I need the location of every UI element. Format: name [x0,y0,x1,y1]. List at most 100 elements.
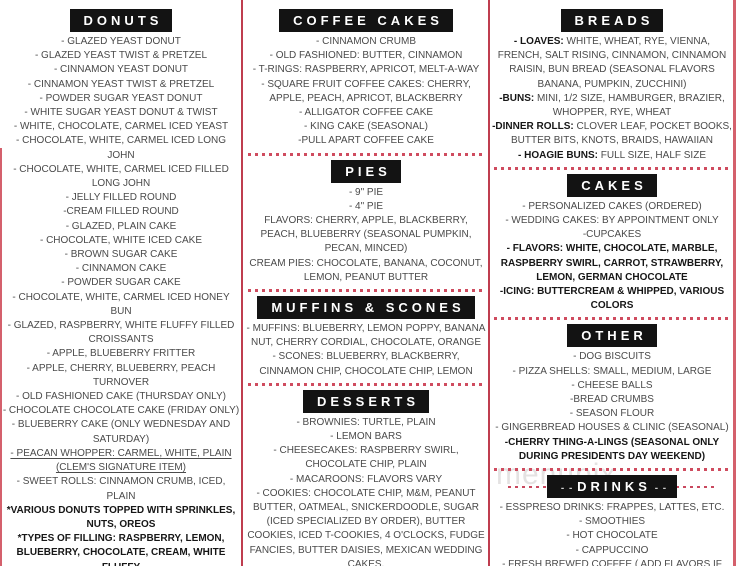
section-title: MUFFINS & SCONES [257,296,475,320]
menu-item: CREAM PIES: CHOCOLATE, BANANA, COCONUT, … [249,257,483,283]
section-donuts: DONUTS - GLAZED YEAST DONUT - GLAZED YEAST… [2,9,240,566]
menu-item: - HOAGIE BUNS: FULL SIZE, HALF SIZE [492,149,732,163]
menu-item: - SMOOTHIES [578,516,646,528]
section-header-row: PIES [246,159,486,183]
menu-item-text: FULL SIZE, HALF SIZE [598,149,706,161]
menu-column-right: BREADS - LOAVES: WHITE, WHEAT, RYE, VIENN… [492,0,732,566]
page-border-left [0,148,2,566]
menu-item: - PIZZA SHELLS: SMALL, MEDIUM, LARGE [512,365,712,377]
section-coffee-cakes: COFFEE CAKES - CINNAMON CRUMB - OLD FASHIO… [246,9,486,149]
menu-item: - POWDER SUGAR YEAST DONUT [39,92,203,104]
menu-item: FLAVORS: CHERRY, APPLE, BLACKBERRY, PEAC… [260,215,472,255]
menu-item: - BROWNIES: TURTLE, PLAIN [296,416,436,428]
section-title: CAKES [567,173,657,197]
menu-item: -BUNS: MINI, 1/2 SIZE, HAMBURGER, BRAZIE… [492,92,732,120]
section-header-row: DESSERTS [246,389,486,413]
menu-item: - KING CAKE (SEASONAL) [304,121,428,133]
section-title: DRINKS [546,475,678,499]
menu-item: - MUFFINS: BLUEBERRY, LEMON POPPY, BANAN… [246,323,486,349]
section-header-row: MUFFINS & SCONES [246,296,486,320]
menu-item: - CHEESECAKES: RASPBERRY SWIRL, CHOCOLAT… [273,445,459,471]
menu-item: - WHITE SUGAR YEAST DONUT & TWIST [24,107,218,119]
dashed-separator [248,152,484,156]
section-drinks: DRINKS - ESSPRESO DRINKS: FRAPPES, LATTES… [492,475,732,566]
menu-item: - CHOCOLATE, WHITE, CARMEL ICED LONG JOH… [15,135,227,161]
menu-item: - MACAROONS: FLAVORS VARY [289,473,443,485]
menu-item: - CINNAMON YEAST DONUT [53,64,189,76]
menu-item: -BREAD CRUMBS [570,394,654,406]
menu-item: - T-RINGS: RASPBERRY, APRICOT, MELT-A-WA… [252,64,480,76]
menu-item: - DOG BISCUITS [573,351,651,363]
section-title: DONUTS [69,9,173,32]
menu-item: - CHOCOLATE CHOCOLATE CAKE (FRIDAY ONLY) [2,405,240,417]
menu-item: *TYPES OF FILLING: RASPBERRY, LEMON, BLU… [16,533,226,566]
menu-item: - OLD FASHIONED CAKE (THURSDAY ONLY) [15,391,227,403]
menu-item-label: - HOAGIE BUNS: [518,149,598,161]
menu-item-label: - LOAVES: [513,36,564,47]
menu-item: - FLAVORS: WHITE, CHOCOLATE, MARBLE, RAS… [500,243,724,283]
menu-item: - POWDER SUGAR CAKE [61,277,181,289]
menu-item: - HOT CHOCOLATE [566,530,658,542]
menu-item: - FRESH BREWED COFFEE ( ADD FLAVORS IF W… [502,558,722,566]
dashed-separator [494,166,730,170]
page-border-right [733,0,736,566]
column-divider [241,0,243,566]
menu-item: -CREAM FILLED ROUND [63,206,179,218]
section-header-row: DONUTS [2,9,240,32]
section-pies: PIES - 9" PIE - 4" PIE FLAVORS: CHERRY, APP… [246,159,486,285]
section-title: PIES [331,159,401,183]
menu-item: - CINNAMON CAKE [75,263,167,275]
section-muffins-scones: MUFFINS & SCONES - MUFFINS: BLUEBERRY, LE… [246,296,486,379]
section-header-row: CAKES [492,173,732,197]
menu-item: - GLAZED YEAST DONUT [61,36,181,47]
menu-item: - WEDDING CAKES: BY APPOINTMENT ONLY [505,215,719,227]
menu-item: - GLAZED, PLAIN CAKE [65,220,177,232]
menu-column-middle: COFFEE CAKES - CINNAMON CRUMB - OLD FASHIO… [246,0,486,566]
menu-item: - PERSONALIZED CAKES (ORDERED) [522,200,702,212]
menu-item: - 4" PIE [348,200,384,212]
menu-item: -ICING: BUTTERCREAM & WHIPPED, VARIOUS C… [499,286,725,312]
column-divider [488,0,490,566]
menu-item: - SQUARE FRUIT COFFEE CAKES: CHERRY, APP… [261,78,471,104]
menu-item: - WHITE, CHOCOLATE, CARMEL ICED YEAST [13,121,229,133]
menu-item: - 9" PIE [348,186,384,198]
menu-item: - APPLE, BLUEBERRY FRITTER [46,348,196,360]
menu-item: -CUPCAKES [582,229,642,241]
section-title: OTHER [567,324,657,348]
menu-item-label: -BUNS: [499,92,535,104]
menu-item-text: WHITE, WHEAT, RYE, VIENNA, FRENCH, SALT … [497,36,727,90]
menu-item: - GLAZED YEAST TWIST & PRETZEL [34,50,208,62]
dashed-separator [494,468,730,472]
section-desserts: DESSERTS - BROWNIES: TURTLE, PLAIN - LEMON… [246,389,486,566]
menu-item: - APPLE, CHERRY, BLUEBERRY, PEACH TURNOV… [26,362,216,388]
menu-item: -DINNER ROLLS: CLOVER LEAF, POCKET BOOKS… [492,120,732,148]
section-title: DESSERTS [302,389,430,413]
section-header-row: OTHER [492,324,732,348]
section-title: COFFEE CAKES [279,9,453,32]
dashed-separator [248,289,484,293]
section-title: BREADS [560,9,664,32]
section-other: OTHER - DOG BISCUITS - PIZZA SHELLS: SMALL… [492,324,732,464]
menu-item: - OLD FASHIONED: BUTTER, CINNAMON [269,50,463,62]
menu-item: - SWEET ROLLS: CINNAMON CRUMB, ICED, PLA… [16,476,226,502]
menu-item: - LEMON BARS [330,431,402,443]
dashed-separator [248,382,484,386]
menu-item: - COOKIES: CHOCOLATE CHIP, M&M, PEANUT B… [247,487,485,566]
section-cakes: CAKES - PERSONALIZED CAKES (ORDERED) - WED… [492,173,732,314]
menu-item: - CHEESE BALLS [571,379,653,391]
menu-item: - GLAZED, RASPBERRY, WHITE FLUFFY FILLED… [7,320,235,346]
menu-item: - GINGERBREAD HOUSES & CLINIC (SEASONAL) [495,422,729,434]
menu-item-text: CLOVER LEAF, POCKET BOOKS, BUTTER BITS, … [510,121,732,147]
menu-item: - JELLY FILLED ROUND [65,192,177,204]
menu-item: - CINNAMON YEAST TWIST & PRETZEL [27,78,215,90]
menu-item: - LOAVES: WHITE, WHEAT, RYE, VIENNA, FRE… [492,35,732,92]
menu-item: *VARIOUS DONUTS TOPPED WITH SPRINKLES, N… [6,504,236,530]
section-header-row: DRINKS [492,475,732,499]
menu-item: - BLUEBERRY CAKE (ONLY WEDNESDAY AND SAT… [11,419,231,445]
menu-item: - CINNAMON CRUMB [316,36,416,47]
menu-item: - ALLIGATOR COFFEE CAKE [298,107,434,119]
menu-item: -CHERRY THING-A-LINGS (SEASONAL ONLY DUR… [504,436,720,462]
menu-item: - CHOCOLATE, WHITE, CARMEL ICED HONEY BU… [12,291,230,317]
dashed-separator [494,317,730,321]
